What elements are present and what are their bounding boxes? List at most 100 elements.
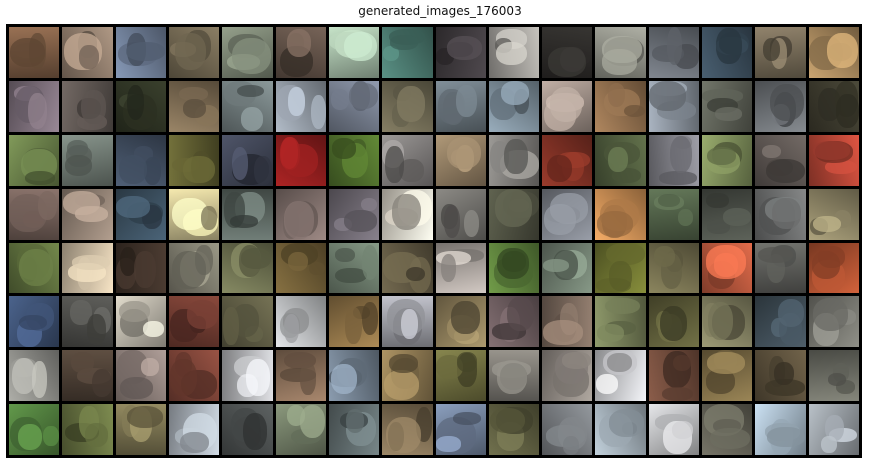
generated-image-tile <box>382 296 433 348</box>
generated-image-tile <box>755 27 806 78</box>
image-blob <box>562 352 591 369</box>
generated-image-tile <box>488 80 540 132</box>
generated-image-tile <box>382 242 433 294</box>
generated-image-tile <box>382 404 433 455</box>
image-blob <box>300 362 316 396</box>
image-blob <box>127 84 145 121</box>
generated-image-tile <box>9 27 60 78</box>
generated-image-tile <box>222 296 273 348</box>
generated-image-tile <box>648 134 700 186</box>
generated-image-tile <box>755 350 806 402</box>
generated-image-tile <box>115 27 166 78</box>
generated-image-tile <box>62 404 113 455</box>
generated-image-tile <box>222 188 273 240</box>
image-blob <box>773 361 794 385</box>
image-blob <box>231 146 249 180</box>
image-blob <box>766 427 806 448</box>
image-blob <box>392 194 422 230</box>
generated-image-tile <box>168 404 220 455</box>
generated-image-tile <box>435 134 486 186</box>
generated-image-tile <box>382 80 433 132</box>
image-blob <box>546 154 573 182</box>
image-blob <box>126 405 164 429</box>
image-blob <box>835 93 859 128</box>
generated-image-tile <box>435 80 486 132</box>
generated-image-tile <box>115 350 166 402</box>
generated-image-tile <box>168 80 220 132</box>
image-blob <box>714 107 743 121</box>
generated-image-tile <box>222 80 273 132</box>
image-blob <box>284 200 315 239</box>
generated-image-tile <box>435 296 486 348</box>
image-blob <box>489 407 526 434</box>
image-blob <box>440 254 456 282</box>
image-blob <box>70 300 93 326</box>
generated-image-tile <box>9 134 60 186</box>
generated-image-tile <box>168 350 220 402</box>
generated-image-tile <box>115 188 166 240</box>
generated-image-tile <box>9 188 60 240</box>
image-blob <box>86 314 106 345</box>
image-blob <box>595 374 619 394</box>
image-blob <box>310 95 326 130</box>
generated-image-tile <box>595 296 646 348</box>
image-blob <box>288 87 305 117</box>
image-blob <box>677 208 694 226</box>
image-blob <box>672 421 693 439</box>
image-blob <box>231 37 272 75</box>
image-blob <box>463 209 480 238</box>
generated-image-tile <box>808 80 859 132</box>
image-blob <box>399 159 424 183</box>
image-blob <box>332 138 357 159</box>
generated-image-tile <box>115 134 166 186</box>
generated-image-tile <box>648 296 700 348</box>
image-blob <box>63 191 101 216</box>
image-blob <box>170 359 197 396</box>
generated-image-tile <box>115 80 166 132</box>
generated-image-tile <box>702 350 753 402</box>
generated-image-tile <box>755 134 806 186</box>
image-blob <box>361 197 377 212</box>
image-blob <box>812 216 841 233</box>
image-blob <box>604 297 640 315</box>
image-blob <box>824 414 844 442</box>
image-blob <box>762 37 781 61</box>
image-blob <box>66 140 88 158</box>
generated-image-tile <box>488 296 540 348</box>
generated-image-tile <box>542 80 593 132</box>
image-blob <box>549 87 582 122</box>
image-blob <box>659 305 688 341</box>
generated-image-tile <box>755 80 806 132</box>
generated-image-tile <box>435 242 486 294</box>
image-blob <box>827 373 847 386</box>
image-blob <box>765 379 806 396</box>
image-blob <box>241 248 271 270</box>
image-blob <box>609 261 633 291</box>
image-grid <box>6 24 862 458</box>
image-blob <box>344 210 378 233</box>
generated-image-tile <box>808 134 859 186</box>
image-blob <box>672 354 692 372</box>
image-blob <box>716 28 742 64</box>
image-blob <box>507 297 534 331</box>
image-blob <box>37 190 58 220</box>
generated-image-tile <box>755 404 806 455</box>
generated-image-tile <box>595 134 646 186</box>
image-blob <box>28 92 48 129</box>
generated-image-tile <box>648 80 700 132</box>
image-blob <box>501 81 529 106</box>
image-blob <box>236 84 264 98</box>
generated-image-tile <box>435 404 486 455</box>
generated-image-tile <box>702 188 753 240</box>
image-blob <box>335 267 368 284</box>
generated-image-tile <box>702 134 753 186</box>
image-blob <box>141 357 159 376</box>
image-blob <box>597 323 624 342</box>
generated-image-tile <box>275 134 326 186</box>
image-blob <box>201 206 217 231</box>
image-blob <box>229 214 258 228</box>
generated-image-tile <box>595 27 646 78</box>
generated-image-tile <box>488 27 540 78</box>
generated-image-tile <box>595 404 646 455</box>
image-blob <box>223 306 239 345</box>
